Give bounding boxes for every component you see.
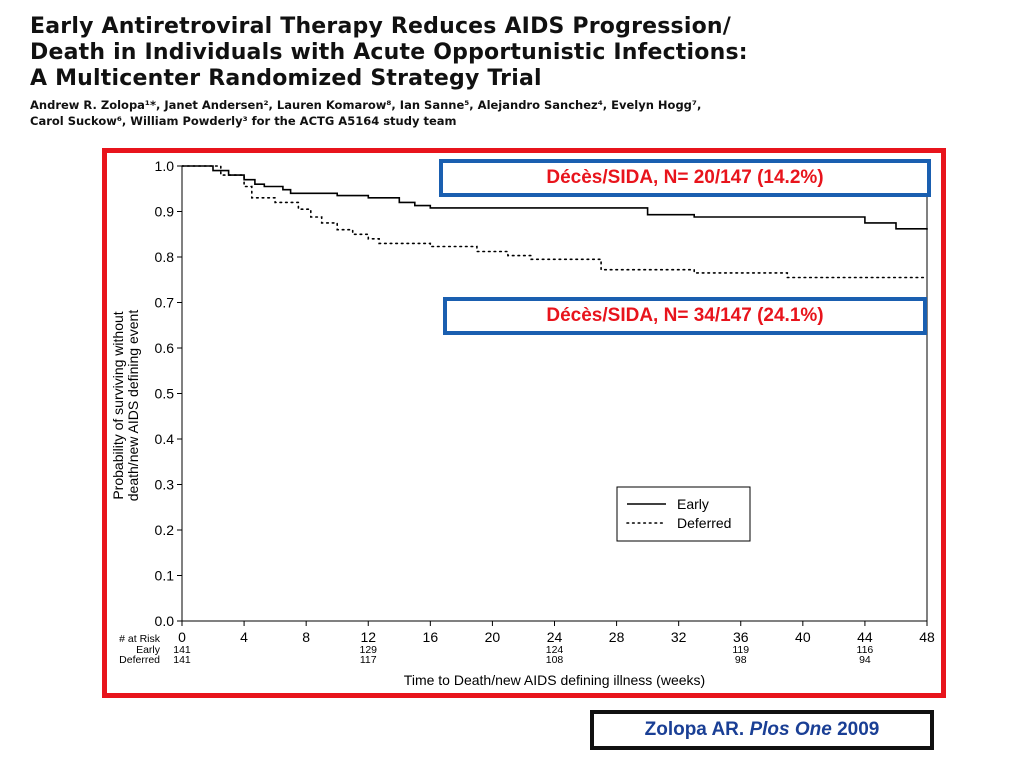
at-risk-row-label: Early — [136, 644, 161, 656]
author-line-2: Carol Suckow⁶, William Powderly³ for the… — [30, 114, 457, 128]
at-risk-value: 141 — [173, 644, 191, 656]
y-tick-label: 0.1 — [155, 568, 175, 584]
series-line-deferred — [181, 165, 928, 279]
callout-deferred: Décès/SIDA, N= 34/147 (24.1%) — [443, 297, 927, 335]
title-line-1: Early Antiretroviral Therapy Reduces AID… — [30, 14, 731, 39]
author-list: Andrew R. Zolopa¹*, Janet Andersen², Lau… — [30, 97, 1010, 129]
at-risk-value: 119 — [732, 644, 749, 656]
at-risk-row-label: Deferred — [119, 654, 160, 666]
legend-label-early: Early — [677, 496, 709, 512]
y-tick-label: 0.5 — [155, 386, 175, 402]
author-line-1: Andrew R. Zolopa¹*, Janet Andersen², Lau… — [30, 98, 702, 112]
x-tick-label: 28 — [609, 629, 625, 645]
at-risk-header: # at Risk — [119, 633, 161, 645]
citation-year: 2009 — [837, 719, 880, 740]
series-lines — [181, 165, 928, 279]
chart-frame: 0.0 0.1 0.2 0.3 0.4 0.5 0.6 0.7 0.8 0.9 1.0 0 4 8 12 16… — [102, 148, 946, 698]
x-tick-label: 36 — [733, 629, 749, 645]
y-tick-label: 0.9 — [155, 204, 175, 220]
at-risk-value: 116 — [857, 644, 874, 656]
y-tick-label: 0.3 — [155, 477, 175, 493]
slide-title: Early Antiretroviral Therapy Reduces AID… — [30, 14, 1010, 92]
x-tick-label: 20 — [485, 629, 501, 645]
at-risk-value: 108 — [546, 654, 564, 666]
x-tick-label: 4 — [240, 629, 248, 645]
at-risk-value: 124 — [546, 644, 564, 656]
y-tick-label: 1.0 — [155, 158, 175, 174]
at-risk-value: 94 — [859, 654, 871, 666]
title-line-3: A Multicenter Randomized Strategy Trial — [30, 66, 542, 91]
y-tick-label: 0.8 — [155, 249, 175, 265]
y-tick-label: 0.6 — [155, 340, 175, 356]
x-tick-label: 48 — [919, 629, 935, 645]
at-risk-value: 98 — [735, 654, 747, 666]
y-axis-label-line: death/new AIDS defining event — [125, 310, 141, 502]
y-tick-label: 0.7 — [155, 295, 175, 311]
citation-author: Zolopa AR. — [644, 719, 745, 740]
citation-journal: Plos One — [749, 719, 832, 740]
at-risk-value: 141 — [173, 654, 191, 666]
x-tick-label: 44 — [857, 629, 873, 645]
legend-label-deferred: Deferred — [677, 515, 731, 531]
x-tick-label: 0 — [178, 629, 186, 645]
x-tick-label: 24 — [547, 629, 563, 645]
title-line-2: Death in Individuals with Acute Opportun… — [30, 40, 748, 65]
x-tick-label: 12 — [360, 629, 376, 645]
citation: Zolopa AR. Plos One 2009 — [590, 710, 934, 750]
y-tick-label: 0.0 — [155, 613, 175, 629]
axes: 0.00.10.20.30.40.50.60.70.80.91.00 4 8 12 16… — [110, 158, 935, 688]
x-tick-label: 16 — [423, 629, 439, 645]
survival-chart: 0.00.10.20.30.40.50.60.70.80.91.00 4 8 12 16… — [110, 158, 935, 688]
at-risk-value: 117 — [360, 654, 377, 666]
y-tick-label: 0.4 — [155, 431, 175, 447]
legend: Early Deferred — [616, 486, 751, 542]
callout-early: Décès/SIDA, N= 20/147 (14.2%) — [439, 159, 931, 197]
legend-box — [616, 486, 751, 542]
x-tick-label: 40 — [795, 629, 811, 645]
x-tick-label: 32 — [671, 629, 687, 645]
x-axis-label: Time to Death/new AIDS defining illness … — [404, 672, 705, 688]
at-risk-value: 129 — [359, 644, 377, 656]
y-tick-label: 0.2 — [155, 522, 175, 538]
y-axis-label-line: Probability of surviving without — [110, 311, 126, 499]
x-tick-label: 8 — [302, 629, 310, 645]
